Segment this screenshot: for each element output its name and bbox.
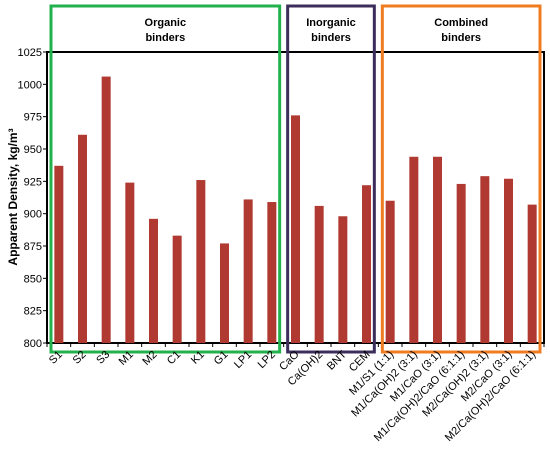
group-box-inorganic	[286, 4, 376, 354]
bar-m2-cao-3-1	[504, 178, 513, 343]
y-tick-label: 875	[24, 241, 42, 253]
y-tick-label: 825	[24, 306, 42, 318]
bar-k1	[196, 180, 206, 343]
y-tick-label: 925	[24, 176, 42, 188]
bar-m1-ca-oh-2-cao-6-1-1	[456, 183, 466, 343]
group-boxes-layer	[49, 4, 542, 354]
y-tick-label: 800	[24, 338, 42, 350]
bar-cem	[362, 185, 371, 343]
group-label-organic-line2: binders	[145, 32, 185, 44]
bar-m1	[125, 182, 135, 343]
bar-m1-s1-1-1	[385, 200, 395, 343]
group-label-inorganic-line2: binders	[311, 32, 351, 44]
bar-s3	[101, 76, 111, 343]
bar-s2	[78, 134, 87, 343]
y-tick-label: 975	[24, 112, 42, 124]
group-label-inorganic-line1: Inorganic	[306, 17, 356, 29]
y-tick-label: 900	[24, 209, 42, 221]
y-tick-label: 850	[24, 273, 42, 285]
bar-m1-ca-oh-2-3-1	[409, 156, 419, 343]
bar-m2	[149, 218, 158, 343]
bar-lp2	[267, 202, 277, 343]
bar-s1	[54, 165, 64, 343]
bar-lp1	[243, 199, 253, 343]
group-box-combined	[380, 4, 542, 354]
y-tick-label: 1000	[18, 79, 42, 91]
y-axis-title: Apparent Density, kg/m³	[6, 128, 20, 265]
y-tick-label: 1025	[18, 47, 42, 59]
bar-bnt	[338, 216, 348, 343]
y-tick-label: 950	[24, 144, 42, 156]
bar-g1	[220, 243, 229, 343]
group-box-organic	[49, 4, 282, 354]
group-label-combined-line2: binders	[441, 32, 481, 44]
bar-c1	[172, 235, 182, 343]
bar-cao	[291, 115, 300, 343]
bar-m1-cao-3-1	[433, 156, 442, 343]
bars-layer	[54, 76, 537, 343]
bar-m2-ca-oh-2-cao-6-1-1	[527, 204, 537, 343]
bar-m2-ca-oh-2-3-1	[480, 176, 490, 343]
group-label-combined-line1: Combined	[434, 17, 488, 29]
group-label-organic-line1: Organic	[145, 17, 187, 29]
bar-ca-oh-2	[314, 205, 324, 343]
